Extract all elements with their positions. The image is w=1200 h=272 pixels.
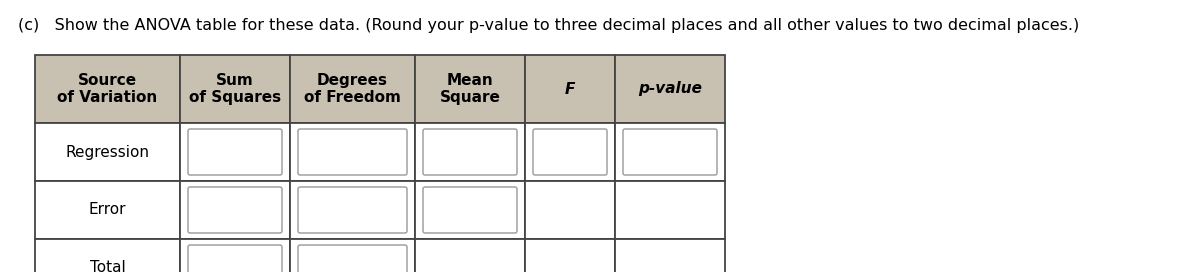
Bar [290,181,415,239]
Text: Degrees
of Freedom: Degrees of Freedom [304,73,401,105]
Bar [415,123,526,181]
Bar [616,181,725,239]
FancyBboxPatch shape [188,187,282,233]
Text: Mean
Square: Mean Square [439,73,500,105]
Bar [415,181,526,239]
Text: Source
of Variation: Source of Variation [58,73,157,105]
FancyBboxPatch shape [298,129,407,175]
Text: Regression: Regression [66,144,150,159]
FancyBboxPatch shape [298,187,407,233]
Bar [35,55,180,123]
Bar [415,55,526,123]
Bar [35,123,180,181]
Bar [180,55,290,123]
Bar [526,181,616,239]
Bar [35,239,180,272]
FancyBboxPatch shape [424,129,517,175]
Bar [526,239,616,272]
Bar [290,239,415,272]
Bar [526,55,616,123]
Bar [415,239,526,272]
Text: Sum
of Squares: Sum of Squares [188,73,281,105]
FancyBboxPatch shape [533,129,607,175]
FancyBboxPatch shape [298,245,407,272]
Bar [180,123,290,181]
Text: F: F [565,82,575,97]
Bar [35,181,180,239]
Text: (c)   Show the ANOVA table for these data. (Round your p-value to three decimal : (c) Show the ANOVA table for these data.… [18,18,1079,33]
Bar [616,239,725,272]
FancyBboxPatch shape [188,129,282,175]
Bar [616,55,725,123]
Bar [180,181,290,239]
FancyBboxPatch shape [424,187,517,233]
Bar [290,55,415,123]
Text: p-value: p-value [638,82,702,97]
Bar [290,123,415,181]
Text: Error: Error [89,202,126,218]
FancyBboxPatch shape [188,245,282,272]
FancyBboxPatch shape [623,129,718,175]
Bar [180,239,290,272]
Text: Total: Total [90,261,125,272]
Bar [616,123,725,181]
Bar [526,123,616,181]
